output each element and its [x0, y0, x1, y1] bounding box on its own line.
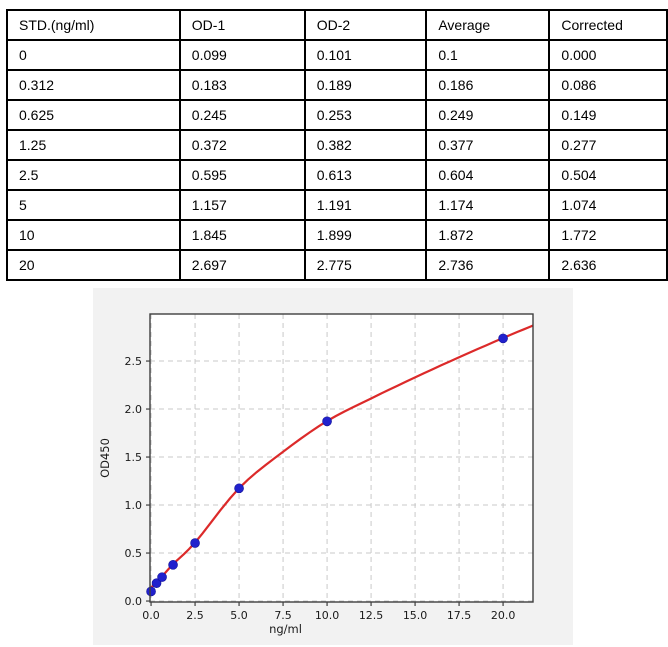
table-cell: 0.504 — [548, 159, 668, 191]
y-axis-title: OD450 — [98, 438, 112, 478]
table-cell: 1.174 — [425, 189, 551, 221]
axes-spines — [149, 313, 534, 603]
table-cell: 0 — [6, 39, 181, 71]
table-cell: 0.1 — [425, 39, 551, 71]
column-header-average: Average — [425, 9, 551, 41]
standard-curve-chart: 0.0 2.5 5.0 7.5 10.0 12.5 15.0 17.5 20.0 0.0 0.5 1.… — [98, 313, 534, 636]
table-cell: 0.277 — [548, 129, 668, 161]
table-cell: 0.595 — [178, 159, 306, 191]
table-cell: 0.086 — [548, 69, 668, 101]
table-cell: 1.872 — [425, 219, 551, 251]
table-cell: 0.253 — [303, 99, 428, 131]
table-cell: 5 — [6, 189, 181, 221]
table-cell: 0.604 — [425, 159, 551, 191]
x-tick-label: 12.5 — [359, 609, 384, 622]
x-tick-label: 5.0 — [230, 609, 248, 622]
data-point-marker — [168, 560, 178, 570]
standard-curve-figure: 0.0 2.5 5.0 7.5 10.0 12.5 15.0 17.5 20.0 0.0 0.5 1.… — [93, 288, 573, 645]
table-cell: 1.074 — [548, 189, 668, 221]
table-cell: 0.245 — [178, 99, 306, 131]
table-row: 0 0.099 0.101 0.1 0.000 — [6, 39, 668, 71]
table-header-row: STD.(ng/ml) OD-1 OD-2 Average Corrected — [6, 9, 668, 41]
table-row: 5 1.157 1.191 1.174 1.074 — [6, 189, 668, 221]
table-row: 1.25 0.372 0.382 0.377 0.277 — [6, 129, 668, 161]
data-point-marker — [146, 586, 156, 597]
table-cell: 1.191 — [303, 189, 428, 221]
table-cell: 0.000 — [548, 39, 668, 71]
table-row: 10 1.845 1.899 1.872 1.772 — [6, 219, 668, 251]
table-cell: 2.5 — [6, 159, 181, 191]
table-cell: 0.382 — [303, 129, 428, 161]
table-cell: 1.899 — [303, 219, 428, 251]
y-tick-label: 0.5 — [125, 547, 143, 560]
table-cell: 0.149 — [548, 99, 668, 131]
table-cell: 0.377 — [425, 129, 551, 161]
x-tick-label: 0.0 — [142, 609, 160, 622]
data-point-marker — [157, 572, 167, 582]
column-header-corrected: Corrected — [548, 9, 668, 41]
table-row: 0.312 0.183 0.189 0.186 0.086 — [6, 69, 668, 101]
table-cell: 0.249 — [425, 99, 551, 131]
standards-table: STD.(ng/ml) OD-1 OD-2 Average Corrected … — [6, 9, 668, 281]
y-tick-label: 1.5 — [125, 451, 143, 464]
table-cell: 20 — [6, 249, 181, 281]
table-cell: 1.772 — [548, 219, 668, 251]
table-row: 0.625 0.245 0.253 0.249 0.149 — [6, 99, 668, 131]
x-tick-label: 15.0 — [403, 609, 428, 622]
table-cell: 0.613 — [303, 159, 428, 191]
data-point-marker — [151, 578, 162, 588]
table-cell: 0.101 — [303, 39, 428, 71]
table-cell: 1.157 — [178, 189, 306, 221]
table-cell: 0.625 — [6, 99, 181, 131]
column-header-std: STD.(ng/ml) — [6, 9, 181, 41]
column-header-od1: OD-1 — [178, 9, 306, 41]
data-point-marker — [498, 333, 508, 344]
data-point-marker — [322, 416, 332, 427]
x-axis-title: ng/ml — [269, 622, 302, 636]
x-tick-label: 17.5 — [447, 609, 472, 622]
table-cell: 10 — [6, 219, 181, 251]
data-point-marker — [190, 538, 200, 548]
y-tick-label: 2.5 — [125, 355, 143, 368]
table-cell: 0.312 — [6, 69, 181, 101]
x-tick-label: 20.0 — [491, 609, 516, 622]
y-tick-label: 2.0 — [125, 403, 143, 416]
x-tick-label: 2.5 — [186, 609, 204, 622]
table-cell: 0.189 — [303, 69, 428, 101]
plot-area — [150, 314, 533, 602]
table-cell: 2.775 — [303, 249, 428, 281]
table-cell: 1.25 — [6, 129, 181, 161]
table-cell: 0.186 — [425, 69, 551, 101]
table-cell: 2.736 — [425, 249, 551, 281]
x-tick-label: 7.5 — [274, 609, 292, 622]
y-tick-label: 1.0 — [125, 499, 143, 512]
table-row: 2.5 0.595 0.613 0.604 0.504 — [6, 159, 668, 191]
table-cell: 0.099 — [178, 39, 306, 71]
table-cell: 1.845 — [178, 219, 306, 251]
x-tick-label: 10.0 — [315, 609, 340, 622]
table-cell: 2.697 — [178, 249, 306, 281]
table-cell: 2.636 — [548, 249, 668, 281]
table-cell: 0.372 — [178, 129, 306, 161]
column-header-od2: OD-2 — [303, 9, 428, 41]
table-cell: 0.183 — [178, 69, 306, 101]
y-tick-label: 0.0 — [125, 595, 143, 608]
data-point-marker — [234, 483, 244, 494]
table-row: 20 2.697 2.775 2.736 2.636 — [6, 249, 668, 281]
